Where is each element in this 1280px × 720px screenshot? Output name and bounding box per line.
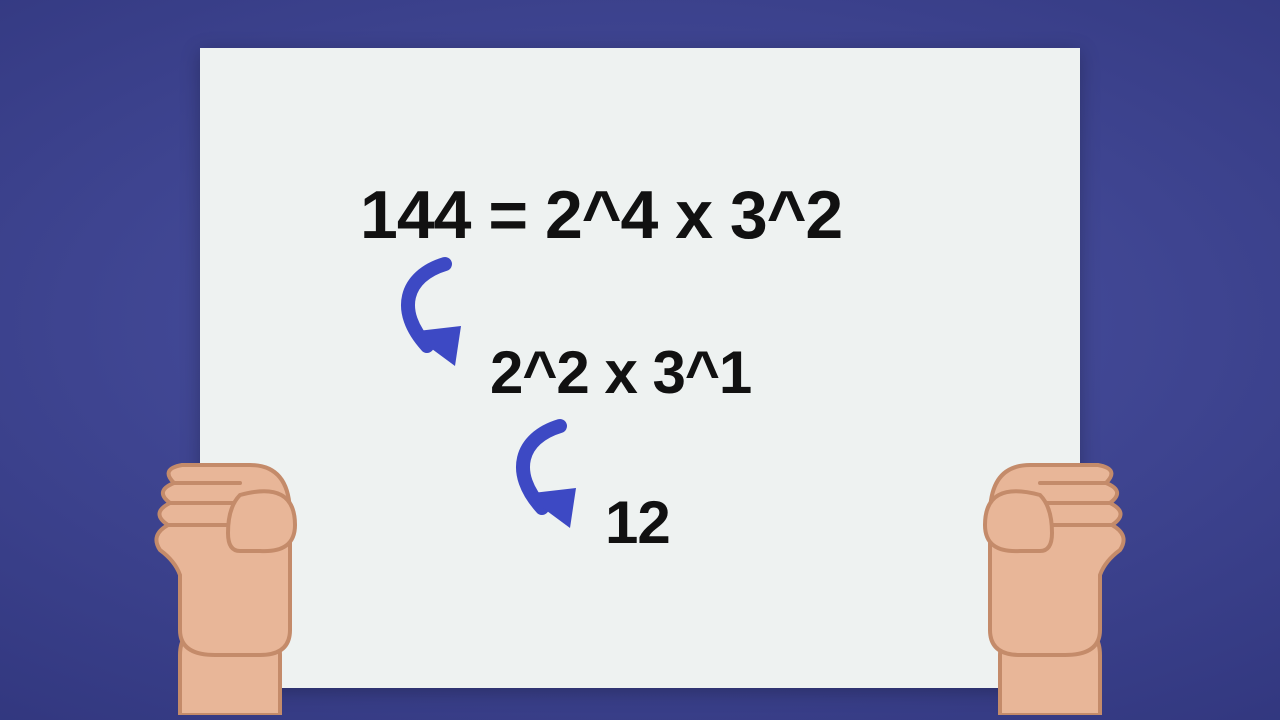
left-hand-icon [120,455,320,720]
curved-arrow-1-icon [385,256,495,376]
curved-arrow-2-icon [500,418,610,538]
equation-line-1: 144 = 2^4 x 3^2 [360,176,842,254]
whiteboard-card: 144 = 2^4 x 3^2 2^2 x 3^1 12 [200,48,1080,688]
result-line: 12 [605,488,670,557]
equation-line-2: 2^2 x 3^1 [490,338,751,407]
right-hand-icon [960,455,1160,720]
